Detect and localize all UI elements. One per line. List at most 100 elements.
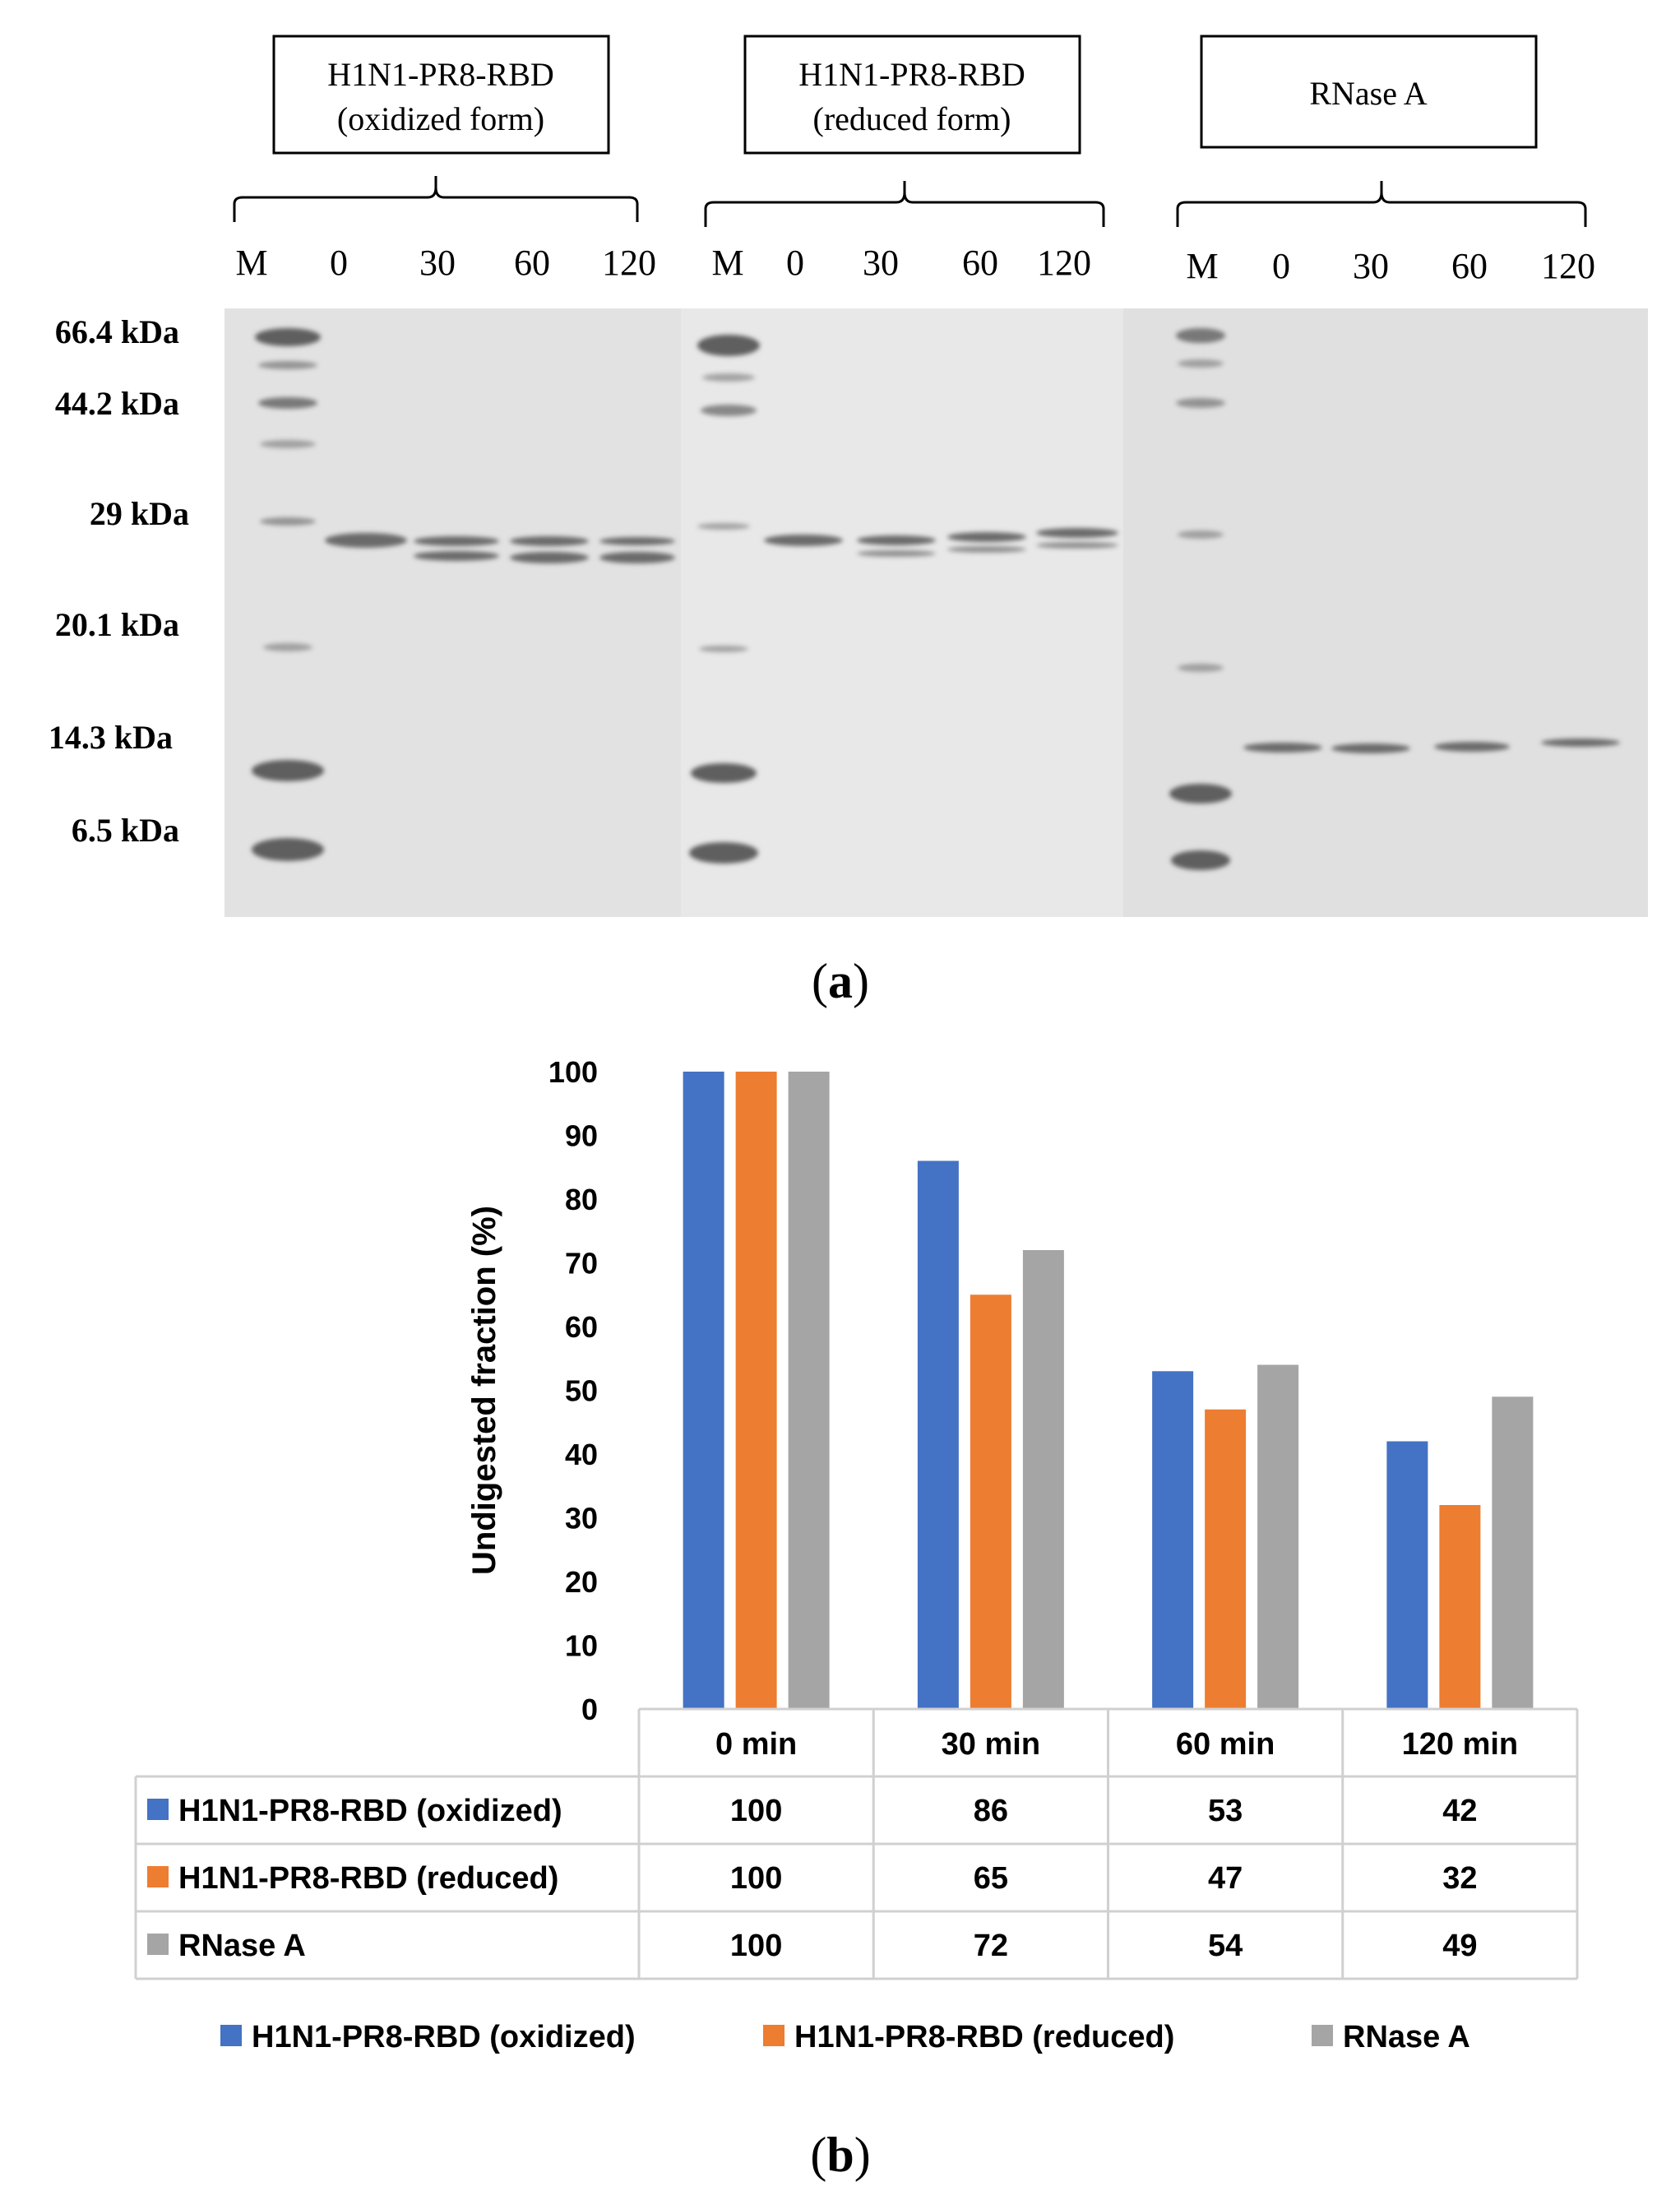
lane-header: 120: [602, 243, 656, 283]
table-cell-value: 100: [730, 1794, 782, 1828]
marker-band: [697, 335, 760, 356]
y-tick-label: 90: [565, 1119, 598, 1153]
x-category-label: 60 min: [1176, 1727, 1275, 1762]
mw-label: 66.4 kDa: [55, 313, 179, 350]
marker-band: [1178, 359, 1224, 368]
lane-header: M: [235, 243, 267, 283]
marker-band: [1178, 664, 1224, 672]
bar-chart-panel: 0 10 20 30 40 50 60 70 80 90 100 Undigested fracti…: [134, 1055, 1579, 2182]
gel-images: [224, 308, 1648, 917]
marker-band: [1178, 530, 1224, 539]
table-legend-key: [147, 1866, 169, 1887]
gel-panel: H1N1-PR8-RBD (oxidized form) H1N1-PR8-RB…: [49, 35, 1648, 1008]
sample-band: [414, 536, 499, 546]
gel-3-lane-headers: M 0 30 60 120: [1186, 246, 1595, 286]
gel-1-sample-bands: [325, 533, 675, 563]
panel-b-label: (b): [810, 2128, 870, 2182]
gel-2-header-line-1: H1N1-PR8-RBD: [798, 56, 1025, 93]
table-cell-value: 100: [730, 1929, 782, 1963]
panel-a-label: (a): [812, 954, 869, 1008]
bar: [735, 1072, 777, 1709]
sample-band: [325, 533, 407, 548]
table-cell-value: 54: [1208, 1929, 1243, 1963]
y-tick-label: 20: [565, 1565, 598, 1599]
bar: [1152, 1371, 1194, 1709]
sample-band: [1541, 739, 1620, 747]
lane-header: 30: [863, 243, 899, 283]
gel-1-lane-headers: M 0 30 60 120: [235, 243, 656, 283]
legend-label: H1N1-PR8-RBD (reduced): [794, 2020, 1174, 2054]
marker-band: [699, 646, 748, 652]
y-tick-label: 30: [565, 1502, 598, 1535]
bar: [970, 1295, 1011, 1709]
mw-label: 44.2 kDa: [55, 385, 179, 422]
y-tick-label: 0: [581, 1693, 598, 1726]
y-tick-label: 100: [548, 1055, 598, 1089]
sample-band: [599, 552, 675, 563]
sample-band: [1243, 743, 1322, 753]
marker-band: [263, 643, 312, 651]
bar: [1257, 1364, 1299, 1709]
lane-header: 60: [962, 243, 998, 283]
sample-band: [1434, 742, 1510, 752]
gel-1-header-line-2: (oxidized form): [337, 100, 544, 137]
marker-band: [702, 373, 755, 382]
y-tick-label: 50: [565, 1374, 598, 1408]
x-category-label: 120 min: [1402, 1727, 1519, 1762]
table-cell-value: 42: [1442, 1794, 1477, 1828]
table-cell-value: 47: [1208, 1861, 1243, 1896]
gel-2-sample-bands: [764, 528, 1118, 557]
lane-header: 120: [1541, 246, 1595, 286]
bar: [917, 1160, 959, 1709]
table-cell-value: 86: [974, 1794, 1008, 1828]
marker-band: [1176, 328, 1225, 343]
legend-label: H1N1-PR8-RBD (oxidized): [252, 2020, 636, 2054]
mw-label: 29 kDa: [90, 495, 189, 532]
marker-band: [258, 361, 317, 369]
gel-1-marker-lane: [252, 328, 324, 861]
legend-swatch: [220, 2025, 242, 2046]
bar: [683, 1072, 724, 1709]
y-tick-label: 10: [565, 1629, 598, 1663]
sample-band: [414, 551, 499, 561]
sample-band: [510, 536, 589, 546]
table-cell-value: 53: [1208, 1794, 1243, 1828]
bar: [1022, 1250, 1064, 1709]
legend: H1N1-PR8-RBD (oxidized) H1N1-PR8-RBD (red…: [220, 2020, 1470, 2054]
y-axis-label: Undigested fraction (%): [466, 1206, 502, 1575]
marker-band: [258, 397, 317, 409]
sample-band: [1036, 542, 1118, 549]
marker-band: [689, 842, 758, 864]
lane-header: 0: [786, 243, 804, 283]
marker-band: [691, 763, 757, 783]
table-series-name: H1N1-PR8-RBD (oxidized): [178, 1794, 562, 1828]
sample-band: [857, 550, 936, 557]
table-cell-value: 72: [974, 1929, 1008, 1963]
lane-header: 60: [1451, 246, 1488, 286]
marker-band: [1169, 784, 1232, 804]
marker-band: [260, 440, 316, 448]
bar: [1386, 1441, 1428, 1709]
mw-label: 14.3 kDa: [49, 719, 173, 756]
y-tick-label: 70: [565, 1247, 598, 1281]
marker-band: [260, 517, 316, 526]
gel-2-bracket: [704, 181, 1105, 227]
marker-band: [252, 760, 324, 781]
gel-1-header-box: H1N1-PR8-RBD (oxidized form): [272, 35, 610, 155]
data-table: 0 min 30 min 60 min 120 min H1N1-PR8-RBD (ox…: [134, 1707, 1579, 1980]
bar: [1439, 1505, 1481, 1709]
gel-1-header-line-1: H1N1-PR8-RBD: [327, 56, 554, 93]
mw-marker-labels: 66.4 kDa 44.2 kDa 29 kDa 20.1 kDa 14.3 k…: [49, 313, 189, 849]
gel-3-marker-lane: [1169, 328, 1232, 870]
marker-band: [1171, 850, 1230, 870]
sample-band: [599, 537, 675, 545]
table-cell-value: 49: [1442, 1929, 1477, 1963]
table-cell-value: 100: [730, 1861, 782, 1896]
marker-band: [252, 838, 324, 861]
bar-series: [683, 1072, 1534, 1709]
table-series-name: RNase A: [178, 1929, 306, 1963]
x-category-label: 30 min: [942, 1727, 1040, 1762]
lane-header: 0: [1272, 246, 1290, 286]
sample-band: [1036, 528, 1118, 538]
